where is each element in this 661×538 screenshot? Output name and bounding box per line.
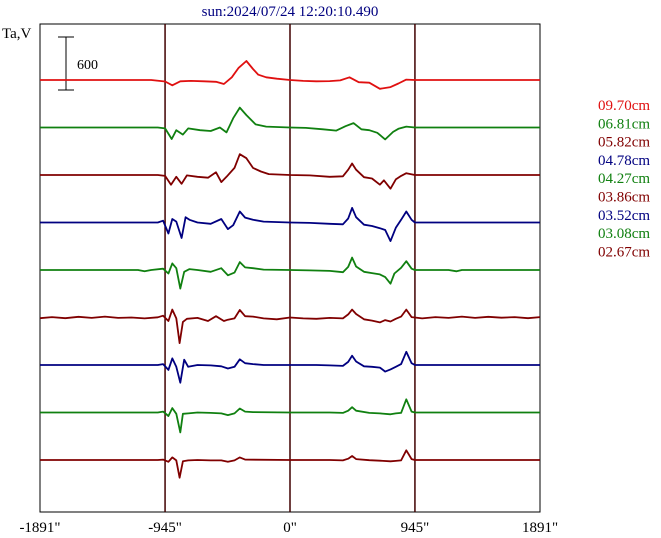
x-tick-label-3: 945" xyxy=(401,520,430,536)
legend-label-03.86cm: 03.86cm xyxy=(598,190,650,206)
x-tick-label-1: -945" xyxy=(148,520,182,536)
legend: 09.70cm 06.81cm 05.82cm 04.78cm 04.27cm 03.86… xyxy=(598,98,650,260)
x-tick-label-4: 1891" xyxy=(522,520,558,536)
series-line-03.86cm xyxy=(39,308,541,345)
legend-label-09.70cm: 09.70cm xyxy=(598,98,650,114)
series-layer xyxy=(39,60,541,479)
legend-label-04.78cm: 04.78cm xyxy=(598,153,650,169)
legend-label-03.08cm: 03.08cm xyxy=(598,226,650,242)
x-tick-label-2: 0" xyxy=(283,520,297,536)
series-line-03.52cm xyxy=(40,350,540,384)
series-line-03.08cm xyxy=(40,398,540,434)
chart-title: sun:2024/07/24 12:20:10.490 xyxy=(202,4,379,20)
series-line-02.67cm xyxy=(40,449,540,479)
x-tick-label-0: -1891" xyxy=(19,520,60,536)
legend-label-02.67cm: 02.67cm xyxy=(598,244,650,260)
legend-label-04.27cm: 04.27cm xyxy=(598,171,650,187)
scale-bar: 600 xyxy=(58,36,98,91)
x-tick-labels: -1891" -945" 0" 945" 1891" xyxy=(19,520,558,536)
series-line-04.27cm xyxy=(40,256,540,290)
reference-lines xyxy=(164,24,416,512)
series-line-06.81cm xyxy=(40,106,540,141)
scale-bar-label: 600 xyxy=(77,58,98,73)
series-line-09.70cm xyxy=(40,60,540,90)
y-axis-label: Ta,V xyxy=(2,26,32,42)
series-line-04.78cm xyxy=(40,206,540,243)
series-line-05.82cm xyxy=(40,153,540,190)
legend-label-05.82cm: 05.82cm xyxy=(598,135,650,151)
legend-label-03.52cm: 03.52cm xyxy=(598,208,650,224)
legend-label-06.81cm: 06.81cm xyxy=(598,116,650,132)
